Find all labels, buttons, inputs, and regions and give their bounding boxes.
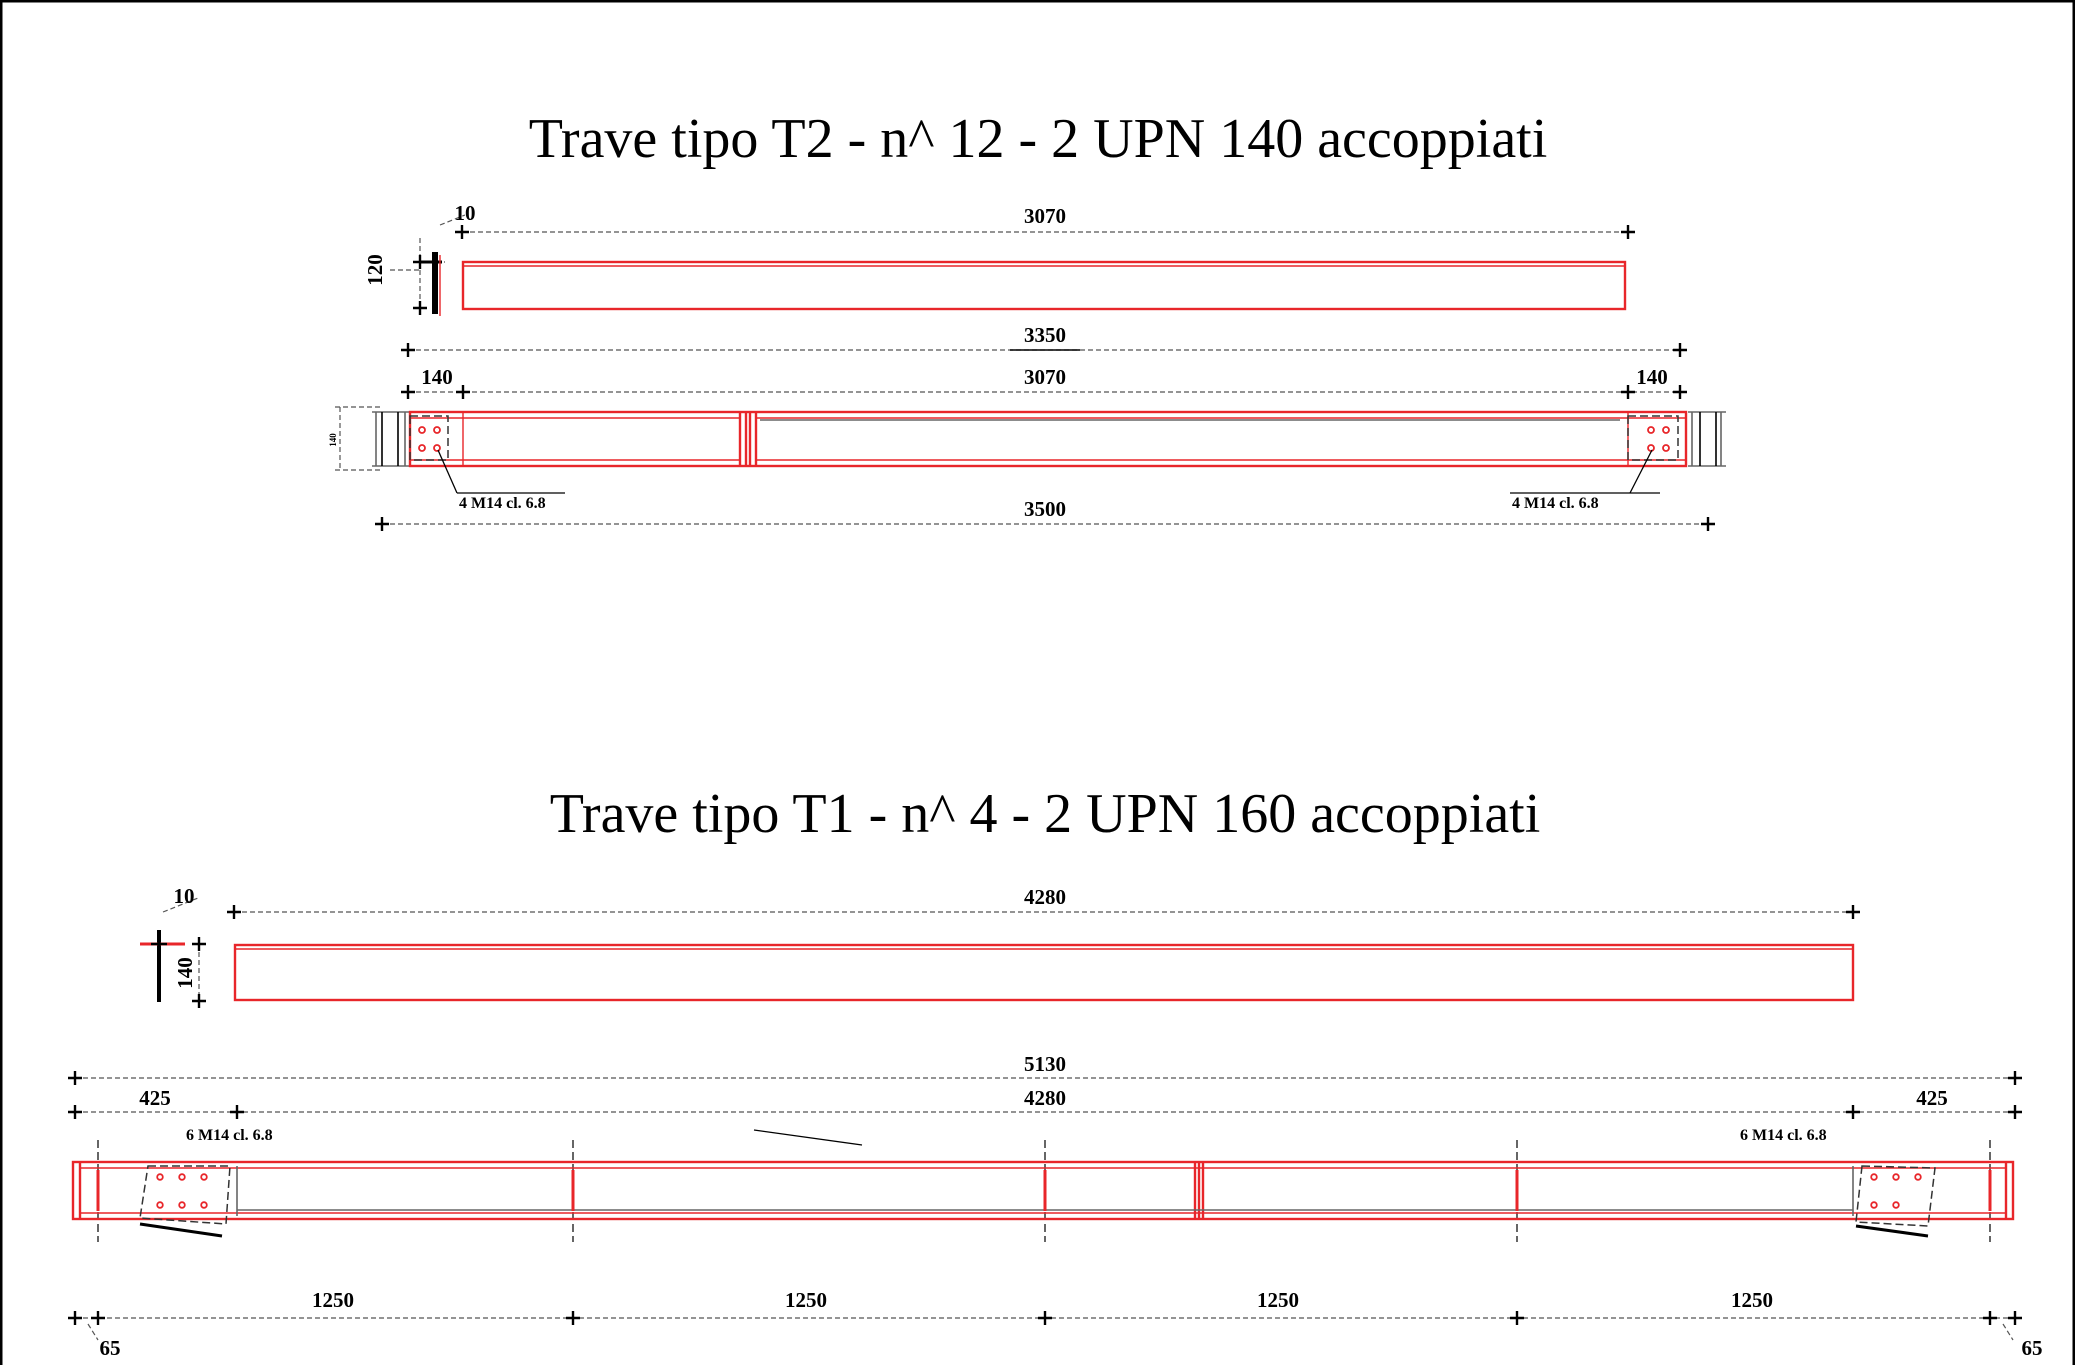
- t2-bolt-note-right: 4 M14 cl. 6.8: [1512, 495, 1599, 512]
- t2-right-end-label: 140: [1636, 365, 1668, 389]
- t1-plan-view: [71, 1140, 2015, 1242]
- t2-overall-length-label: 3350: [1024, 323, 1066, 347]
- t1-right-offset-label: 425: [1916, 1086, 1948, 1110]
- t2-title: Trave tipo T2 - n^ 12 - 2 UPN 140 accopp…: [529, 108, 1548, 170]
- t2-height-label: 120: [363, 254, 387, 286]
- t1-height-label: 140: [173, 957, 197, 989]
- t1-thickness-label: 10: [174, 884, 195, 908]
- t2-bolt-note-left: 4 M14 cl. 6.8: [459, 495, 546, 512]
- t2-thickness-label: 10: [455, 201, 476, 225]
- t1-title: Trave tipo T1 - n^ 4 - 2 UPN 160 accoppi…: [550, 783, 1541, 845]
- drawing-t2: Trave tipo T2 - n^ 12 - 2 UPN 140 accopp…: [328, 108, 1726, 531]
- t2-left-end-label: 140: [421, 365, 453, 389]
- t1-bolt-note-left: 6 M14 cl. 6.8: [186, 1127, 273, 1144]
- t1-spacing-1-label: 1250: [312, 1288, 354, 1312]
- drawing-t1: Trave tipo T1 - n^ 4 - 2 UPN 160 accoppi…: [68, 783, 2043, 1360]
- t1-overall-length-label: 5130: [1024, 1052, 1066, 1076]
- t2-plan-view: 140 4 M14 cl. 6.8: [328, 406, 1726, 512]
- t2-inner-length-label: 3070: [1024, 365, 1066, 389]
- t1-spacing-4-label: 1250: [1731, 1288, 1773, 1312]
- t1-left-offset-label: 425: [139, 1086, 171, 1110]
- t2-total-span-label: 3500: [1024, 497, 1066, 521]
- t1-section-detail: 10 140: [140, 884, 206, 1008]
- t2-small-height-label: 140: [328, 433, 338, 447]
- t2-beam-length-label: 3070: [1024, 204, 1066, 228]
- t1-beam-length-label: 4280: [1024, 885, 1066, 909]
- t2-section-detail: 120 10: [363, 201, 476, 316]
- t1-spacing-3-label: 1250: [1257, 1288, 1299, 1312]
- t1-inner-length-label: 4280: [1024, 1086, 1066, 1110]
- t1-end-left-label: 65: [100, 1336, 121, 1360]
- t1-end-right-label: 65: [2022, 1336, 2043, 1360]
- t1-spacing-2-label: 1250: [785, 1288, 827, 1312]
- t1-bolt-note-right: 6 M14 cl. 6.8: [1740, 1127, 1827, 1144]
- t2-beam-elevation: [461, 260, 1627, 311]
- t1-beam-elevation: [233, 943, 1855, 1002]
